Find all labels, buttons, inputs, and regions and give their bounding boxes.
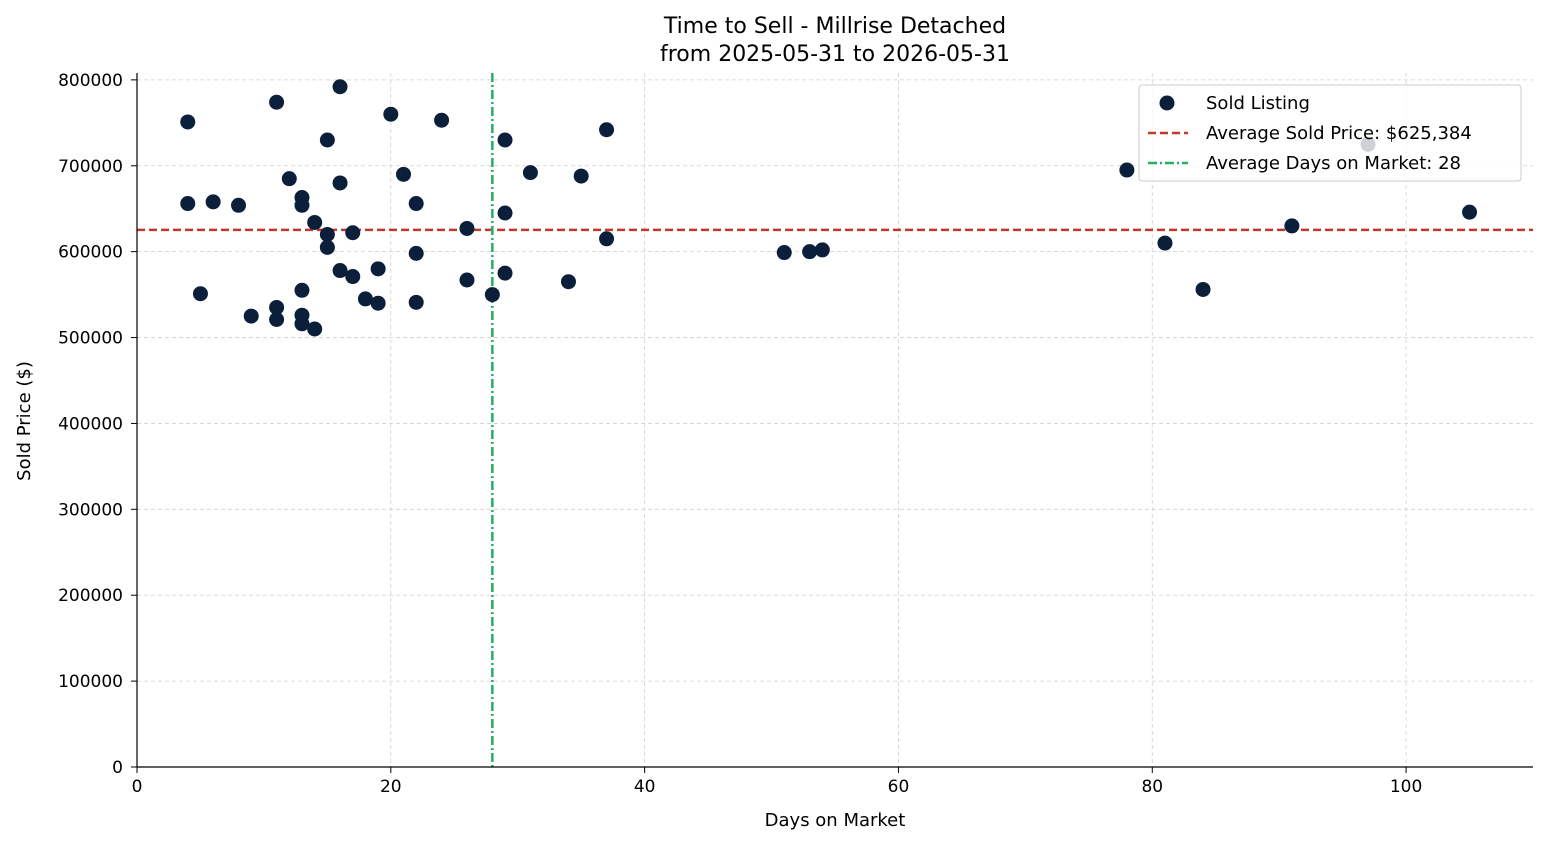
x-tick-label: 0	[132, 777, 143, 797]
y-tick-label: 100000	[58, 672, 123, 692]
data-point-sold-listing	[294, 316, 310, 332]
data-point-sold-listing	[332, 175, 348, 191]
x-tick-label: 100	[1390, 777, 1422, 797]
legend-box	[1138, 84, 1522, 182]
legend-label-avg-days: Average Days on Market: 28	[1206, 153, 1461, 174]
data-point-sold-listing	[408, 245, 424, 261]
data-point-sold-listing	[814, 242, 830, 258]
legend-label-sold-listing: Sold Listing	[1206, 93, 1310, 114]
reference-lines	[137, 73, 1533, 767]
y-tick-label: 500000	[58, 329, 123, 349]
data-point-sold-listing	[319, 226, 335, 242]
data-point-sold-listing	[281, 171, 297, 187]
data-point-sold-listing	[180, 196, 196, 212]
data-point-sold-listing	[599, 122, 615, 138]
axes: 0 20 40 60 80 100 0 100000 200000 300000 400000 500…	[58, 71, 1533, 797]
data-point-sold-listing	[573, 168, 589, 184]
y-axis-label: Sold Price ($)	[14, 361, 35, 481]
data-point-sold-listing	[408, 196, 424, 212]
data-point-sold-listing	[319, 132, 335, 148]
data-point-sold-listing	[434, 112, 450, 128]
x-tick-label: 40	[634, 777, 656, 797]
data-point-sold-listing	[459, 220, 475, 236]
y-tick-label: 0	[112, 758, 123, 778]
data-point-sold-listing	[484, 287, 500, 303]
data-point-sold-listing	[459, 272, 475, 288]
data-point-sold-listing	[319, 239, 335, 255]
data-point-sold-listing	[205, 194, 221, 210]
data-point-sold-listing	[345, 225, 361, 241]
legend-marker-sold-listing	[1159, 95, 1175, 111]
x-tick-label: 80	[1141, 777, 1163, 797]
data-point-sold-listing	[1195, 281, 1211, 297]
data-points	[180, 79, 1478, 337]
data-point-sold-listing	[307, 321, 323, 337]
data-point-sold-listing	[231, 197, 247, 213]
data-point-sold-listing	[1157, 235, 1173, 251]
data-point-sold-listing	[307, 214, 323, 230]
data-point-sold-listing	[243, 308, 259, 324]
data-point-sold-listing	[599, 231, 615, 247]
data-point-sold-listing	[192, 286, 208, 302]
data-point-sold-listing	[1284, 218, 1300, 234]
data-point-sold-listing	[345, 269, 361, 285]
y-tick-label: 200000	[58, 586, 123, 606]
y-tick-label: 700000	[58, 157, 123, 177]
data-point-sold-listing	[522, 165, 538, 181]
y-tick-label: 300000	[58, 500, 123, 520]
y-tick-label: 600000	[58, 243, 123, 263]
data-point-sold-listing	[269, 312, 285, 328]
x-tick-label: 60	[888, 777, 910, 797]
legend: Sold Listing Average Sold Price: $625,38…	[1138, 84, 1522, 182]
data-point-sold-listing	[370, 295, 386, 311]
chart-title: Time to Sell - Millrise Detached	[663, 14, 1006, 39]
x-tick-label: 20	[380, 777, 402, 797]
data-point-sold-listing	[497, 132, 513, 148]
data-point-sold-listing	[497, 205, 513, 221]
data-point-sold-listing	[1119, 162, 1135, 178]
data-point-sold-listing	[802, 244, 818, 260]
data-point-sold-listing	[370, 261, 386, 277]
chart-subtitle: from 2025-05-31 to 2026-05-31	[660, 42, 1010, 67]
legend-label-avg-price: Average Sold Price: $625,384	[1206, 123, 1472, 144]
data-point-sold-listing	[560, 274, 576, 290]
data-point-sold-listing	[408, 294, 424, 310]
data-point-sold-listing	[294, 282, 310, 298]
y-tick-label: 800000	[58, 71, 123, 91]
data-point-sold-listing	[776, 245, 792, 261]
data-point-sold-listing	[357, 291, 373, 307]
y-tick-label: 400000	[58, 414, 123, 434]
data-point-sold-listing	[294, 197, 310, 213]
data-point-sold-listing	[269, 299, 285, 315]
data-point-sold-listing	[396, 166, 412, 182]
data-point-sold-listing	[332, 79, 348, 95]
data-point-sold-listing	[269, 94, 285, 110]
data-point-sold-listing	[1462, 204, 1478, 220]
data-point-sold-listing	[332, 263, 348, 279]
x-axis-label: Days on Market	[765, 810, 906, 831]
data-point-sold-listing	[497, 265, 513, 281]
data-point-sold-listing	[180, 114, 196, 130]
data-point-sold-listing	[383, 106, 399, 122]
